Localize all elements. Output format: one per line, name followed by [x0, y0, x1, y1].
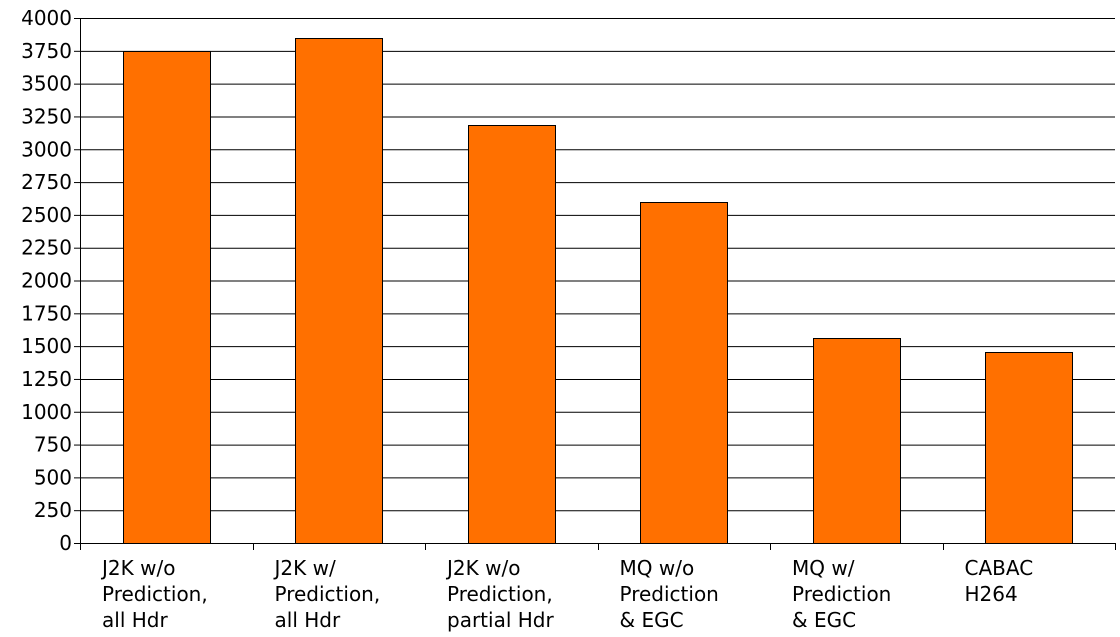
- y-tick-label: 4000: [21, 6, 72, 30]
- x-tick-label: J2K w/Prediction, all Hdr: [273, 556, 381, 632]
- y-tick-label: 1250: [21, 367, 72, 391]
- x-tick-labels: J2K w/o Prediction, all Hdr J2K w/Predictio…: [100, 556, 1033, 632]
- y-tick-label: 0: [59, 531, 72, 555]
- bar: [468, 125, 556, 544]
- y-tick-label: 500: [34, 465, 72, 489]
- y-tick-label: 1500: [21, 334, 72, 358]
- y-tick-labels: 0 250 500 750 1000 1250 1500 1750 2000 2250 2500 27…: [21, 6, 72, 555]
- x-tick-label: J2K w/o Prediction, all Hdr: [100, 556, 208, 632]
- y-tick-label: 3250: [21, 104, 72, 128]
- y-tick-label: 3750: [21, 39, 72, 63]
- bar: [295, 38, 383, 544]
- y-tick-label: 1750: [21, 301, 72, 325]
- bar: [985, 352, 1073, 544]
- bars: [123, 38, 1073, 544]
- y-tick-label: 2000: [21, 269, 72, 293]
- bar: [640, 202, 728, 544]
- y-tick-label: 750: [34, 433, 72, 457]
- y-tick-label: 2750: [21, 170, 72, 194]
- y-tick-label: 3000: [21, 137, 72, 161]
- x-tick-label: MQ w/Prediction & EGC: [792, 556, 891, 632]
- x-tick-label: CABAC H264: [965, 556, 1034, 606]
- x-tick-label: J2K w/o Prediction, partial Hdr: [445, 556, 554, 632]
- y-tick-label: 1000: [21, 400, 72, 424]
- y-tick-label: 2500: [21, 203, 72, 227]
- axes: [74, 18, 1116, 550]
- y-tick-label: 250: [34, 498, 72, 522]
- y-tick-label: 2250: [21, 236, 72, 260]
- y-tick-label: 3500: [21, 72, 72, 96]
- bar: [123, 51, 211, 544]
- x-tick-label: MQ w/o Prediction & EGC: [620, 556, 719, 632]
- bar: [813, 338, 901, 544]
- grid-lines: [80, 18, 1115, 512]
